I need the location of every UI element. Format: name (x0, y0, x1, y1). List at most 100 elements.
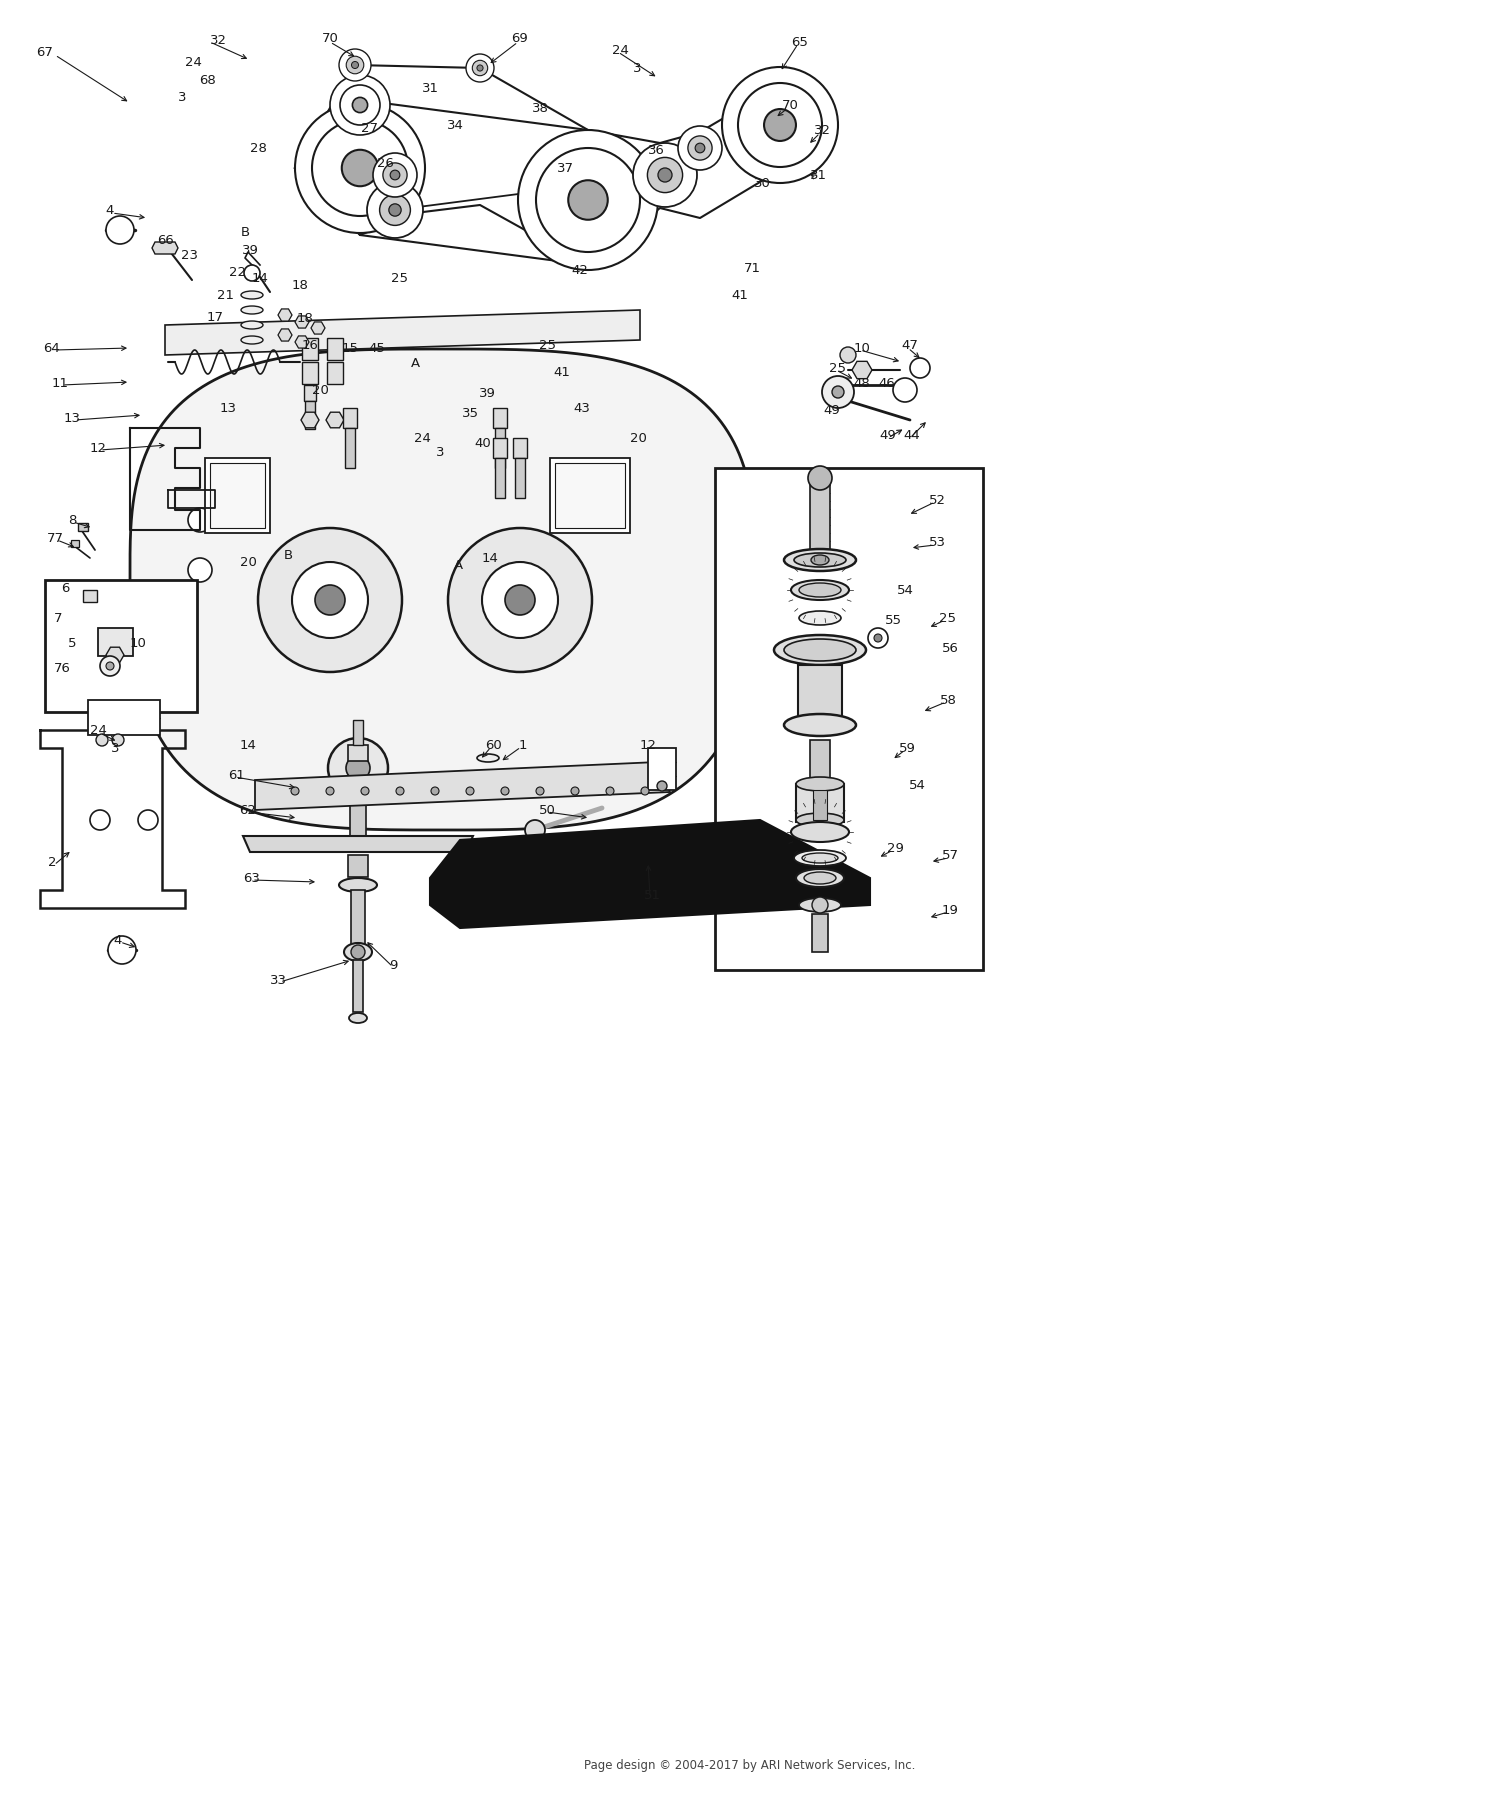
Circle shape (722, 66, 839, 183)
Circle shape (466, 788, 474, 795)
Text: 32: 32 (813, 124, 831, 136)
Polygon shape (296, 316, 309, 328)
Bar (810, 481, 830, 553)
Text: 10: 10 (129, 637, 147, 649)
Text: 25: 25 (830, 362, 846, 375)
Bar (494, 407, 507, 429)
Circle shape (568, 179, 608, 219)
Ellipse shape (800, 583, 842, 597)
Text: 55: 55 (885, 614, 902, 626)
Ellipse shape (242, 335, 262, 344)
Text: 34: 34 (447, 118, 464, 131)
Text: 63: 63 (243, 872, 261, 884)
Polygon shape (326, 413, 344, 427)
Circle shape (100, 657, 120, 676)
Circle shape (312, 120, 408, 215)
Text: 64: 64 (44, 341, 60, 355)
Ellipse shape (339, 877, 376, 892)
Bar (495, 457, 506, 499)
Polygon shape (255, 762, 671, 811)
Text: 45: 45 (369, 341, 386, 355)
Circle shape (380, 194, 411, 226)
Text: 6: 6 (62, 581, 69, 594)
Text: 61: 61 (228, 768, 246, 782)
Polygon shape (278, 328, 292, 341)
Bar (555, 463, 626, 527)
Circle shape (292, 562, 368, 639)
Text: 49: 49 (879, 429, 897, 441)
Polygon shape (165, 310, 640, 355)
Circle shape (368, 181, 423, 239)
Text: 43: 43 (573, 402, 591, 414)
Text: 20: 20 (312, 384, 328, 396)
Text: 25: 25 (939, 612, 956, 624)
Text: 20: 20 (240, 556, 256, 569)
Polygon shape (106, 648, 124, 662)
Ellipse shape (477, 753, 500, 762)
Text: 24: 24 (90, 723, 106, 737)
Text: 71: 71 (744, 262, 760, 274)
Text: 39: 39 (478, 386, 495, 400)
Text: 62: 62 (240, 804, 256, 816)
Circle shape (657, 780, 668, 791)
Bar (716, 468, 982, 971)
Bar (648, 748, 676, 789)
Circle shape (640, 788, 650, 795)
Circle shape (296, 102, 424, 233)
Circle shape (96, 734, 108, 746)
Bar (206, 457, 270, 533)
Circle shape (833, 386, 844, 398)
Circle shape (108, 936, 136, 963)
Circle shape (106, 215, 134, 244)
Circle shape (648, 158, 682, 192)
Text: 58: 58 (939, 694, 957, 707)
Circle shape (678, 126, 722, 170)
Circle shape (572, 788, 579, 795)
Polygon shape (243, 836, 472, 852)
Polygon shape (152, 242, 178, 255)
Bar (494, 438, 507, 457)
Circle shape (518, 129, 658, 271)
Text: 41: 41 (732, 289, 748, 301)
Bar (810, 739, 830, 782)
Text: 15: 15 (342, 341, 358, 355)
Text: 14: 14 (482, 551, 498, 565)
Circle shape (382, 163, 406, 187)
Text: Page design © 2004-2017 by ARI Network Services, Inc.: Page design © 2004-2017 by ARI Network S… (585, 1760, 915, 1772)
Bar (352, 960, 363, 1012)
Bar (302, 337, 318, 361)
Circle shape (326, 788, 334, 795)
Ellipse shape (800, 899, 842, 911)
Text: 12: 12 (90, 441, 106, 454)
Circle shape (477, 65, 483, 72)
Circle shape (362, 788, 369, 795)
Text: 77: 77 (46, 531, 63, 545)
Circle shape (388, 205, 400, 215)
Circle shape (188, 558, 211, 581)
Text: 27: 27 (362, 122, 378, 135)
Text: 12: 12 (639, 739, 657, 752)
Text: 44: 44 (903, 429, 921, 441)
Bar (82, 590, 98, 603)
Text: 31: 31 (422, 81, 438, 95)
Circle shape (340, 84, 380, 126)
Text: 8: 8 (68, 513, 76, 526)
Polygon shape (430, 820, 870, 927)
Circle shape (812, 897, 828, 913)
Text: 23: 23 (182, 249, 198, 262)
Ellipse shape (802, 852, 838, 863)
Text: 1: 1 (519, 739, 528, 752)
Circle shape (448, 527, 592, 673)
Circle shape (874, 633, 882, 642)
Ellipse shape (242, 321, 262, 328)
Text: 21: 21 (216, 289, 234, 301)
Bar (550, 457, 630, 533)
Text: 41: 41 (554, 366, 570, 379)
Text: B: B (240, 226, 249, 239)
Bar (98, 628, 134, 657)
Bar (344, 407, 357, 429)
Ellipse shape (242, 307, 262, 314)
Text: 24: 24 (414, 432, 430, 445)
Ellipse shape (790, 822, 849, 841)
Circle shape (606, 788, 613, 795)
